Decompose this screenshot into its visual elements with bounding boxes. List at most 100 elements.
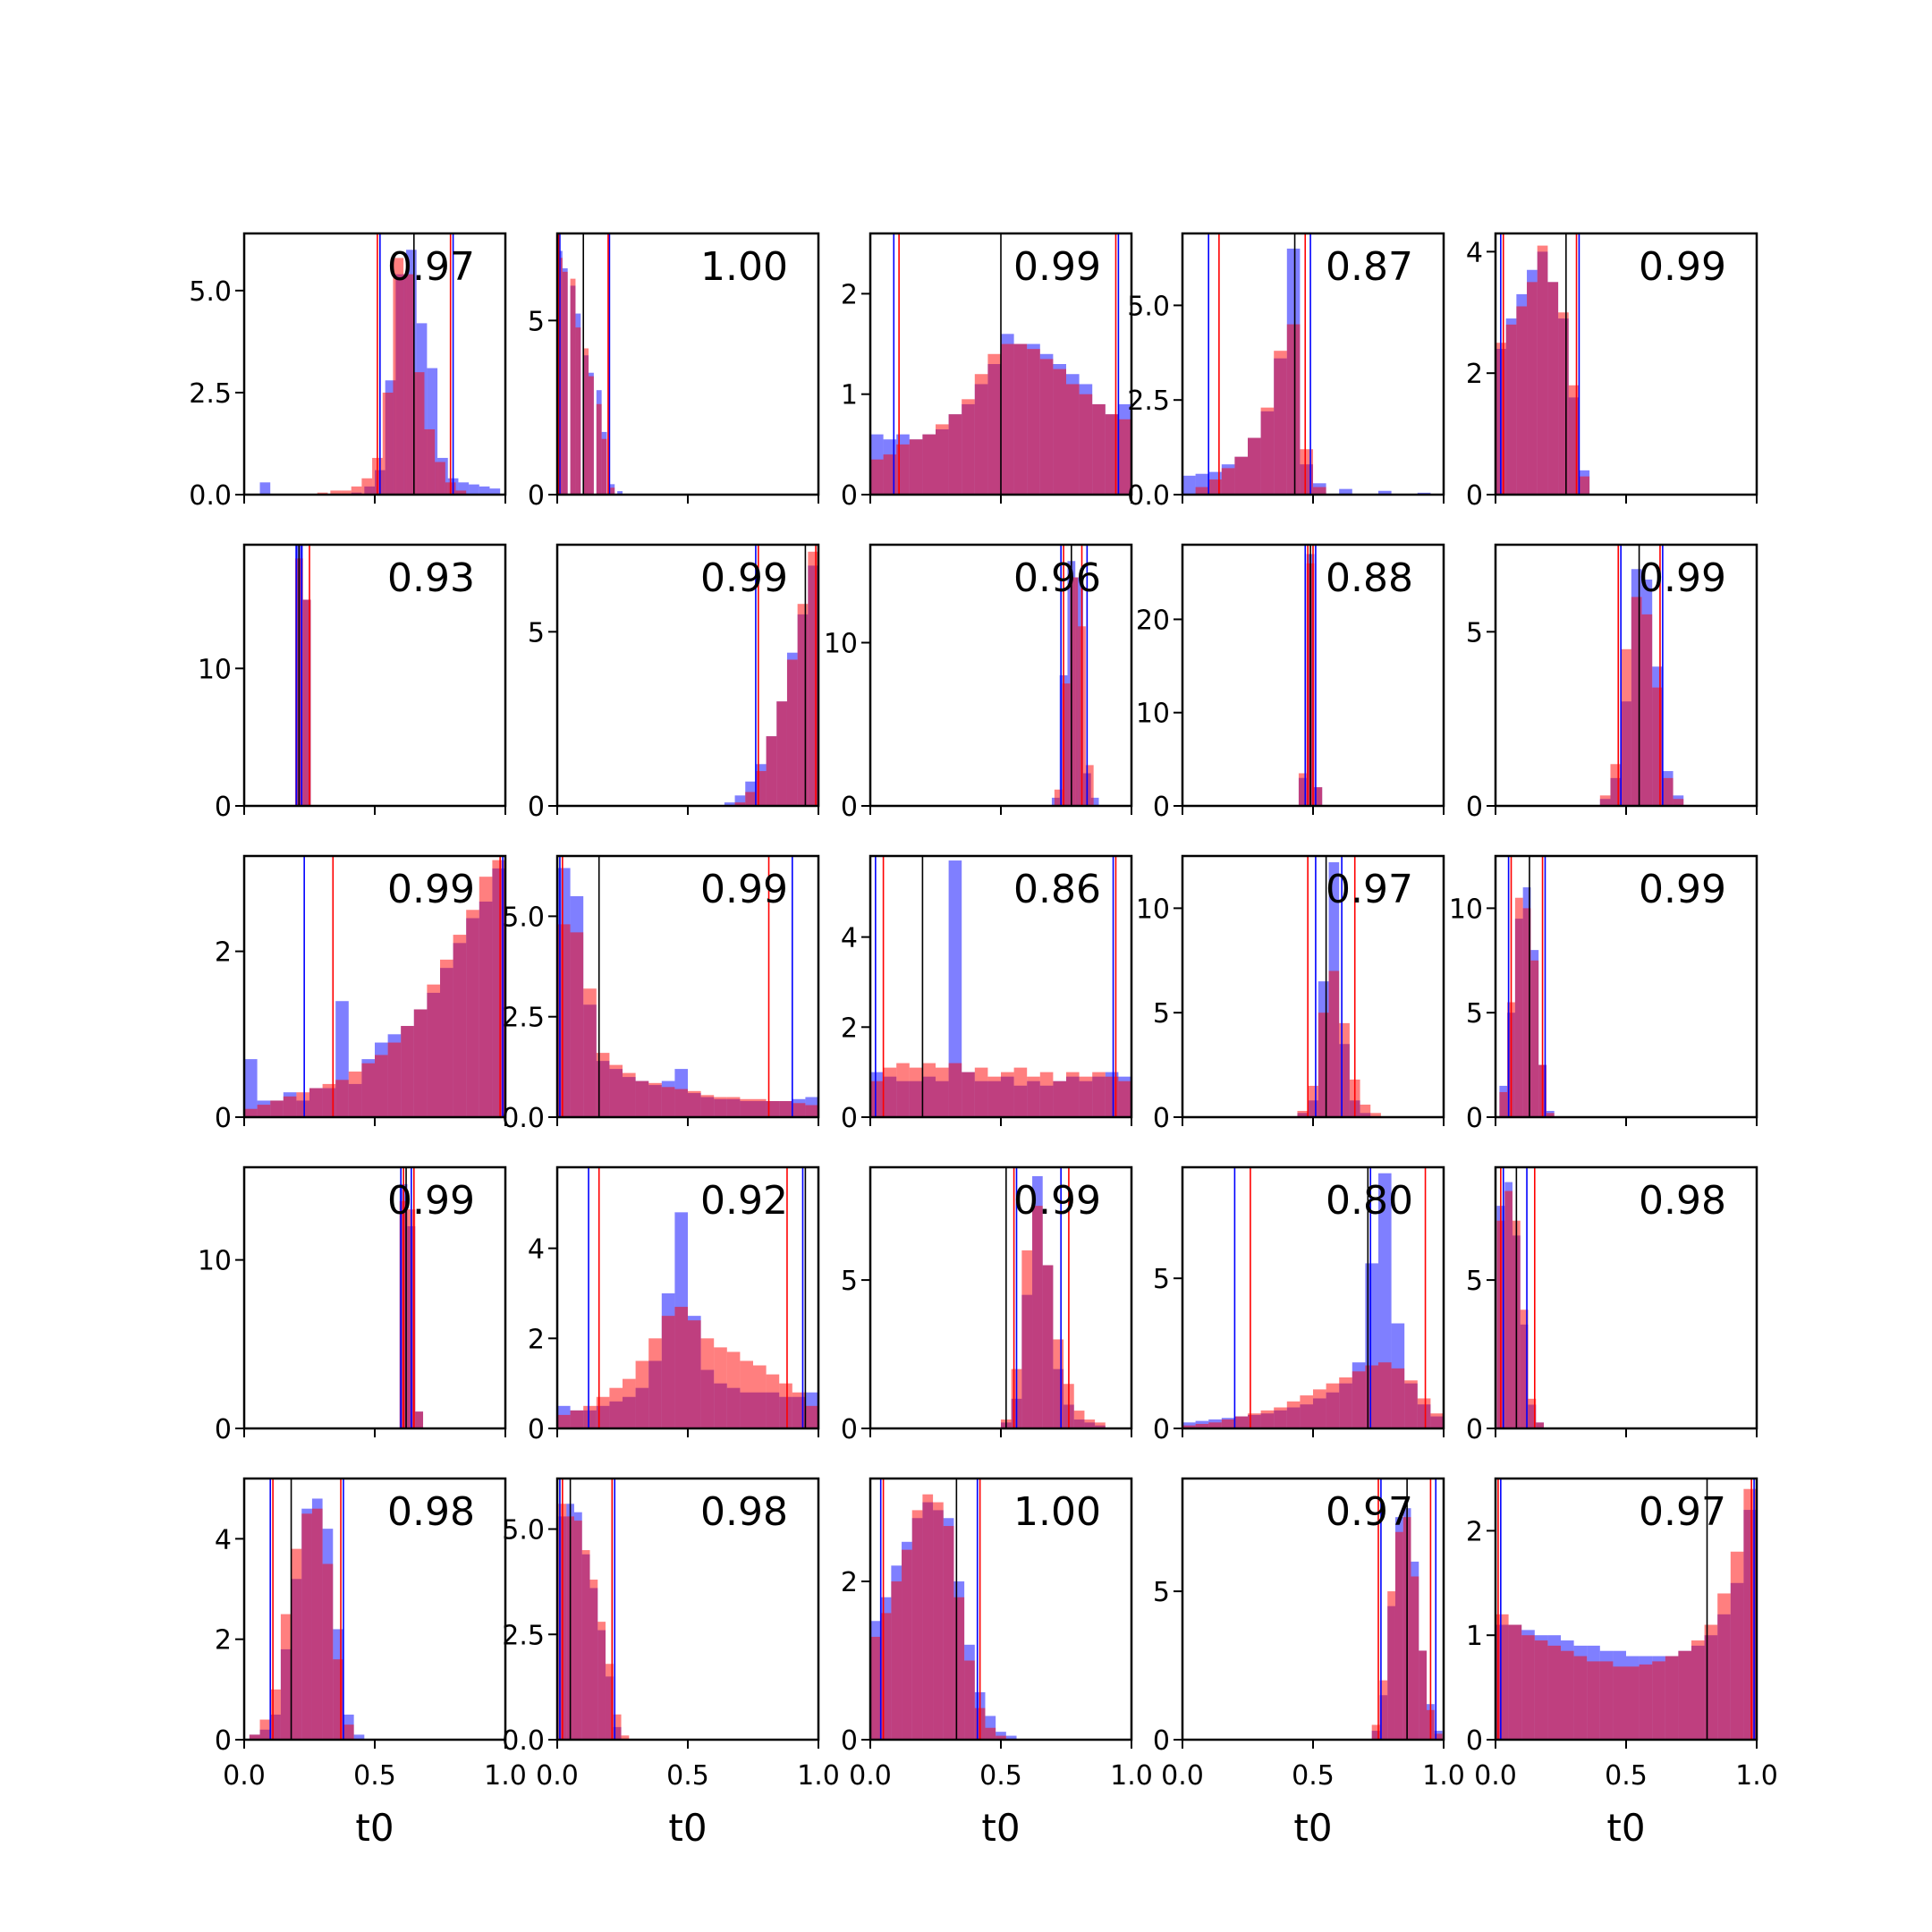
panel-annotation: 0.97 xyxy=(1639,1489,1726,1535)
hist-bar-blue xyxy=(724,802,735,806)
hist-bar-red xyxy=(1404,1380,1418,1428)
y-tick-label: 2 xyxy=(215,1625,232,1657)
hist-bar-red xyxy=(1546,1113,1555,1117)
plot-area xyxy=(870,1479,1017,1740)
hist-bar-red xyxy=(1527,282,1538,495)
panel-r3c3: 0.86 0 2 4 xyxy=(841,854,1133,1134)
hist-bar-red xyxy=(1013,1067,1028,1117)
panel-r5c2: 0.98 0.0 2.5 5.0 0.0 0.5 1.0 t0 xyxy=(502,1477,840,1850)
y-tick-label: 2.5 xyxy=(502,1620,545,1651)
hist-bar-red xyxy=(779,1383,792,1428)
y-tick-label: 0 xyxy=(841,1103,858,1134)
hist-bar-red xyxy=(330,490,342,495)
hist-bar-red xyxy=(1318,1013,1329,1117)
panel-r3c1: 0.99 0 2 xyxy=(215,854,507,1134)
hist-bar-red xyxy=(1587,1661,1600,1740)
hist-bar-red xyxy=(911,1510,923,1740)
hist-bar-red xyxy=(573,1521,582,1740)
hist-bar-red xyxy=(962,399,975,495)
hist-bar-red xyxy=(648,1082,662,1117)
panel-annotation: 0.87 xyxy=(1326,244,1413,290)
x-tick-label: 0.5 xyxy=(979,1760,1022,1792)
hist-bar-red xyxy=(1352,1371,1366,1428)
hist-bar-red xyxy=(1652,687,1663,806)
hist-bar-blue xyxy=(1182,475,1196,495)
hist-bar-red xyxy=(1260,407,1275,495)
hist-bar-blue xyxy=(353,1734,365,1740)
panel-r1c5: 0.99 0 2 4 xyxy=(1466,232,1758,512)
hist-bar-red xyxy=(244,1108,258,1117)
hist-bar-red xyxy=(1641,614,1653,806)
panel-r5c3: 1.00 0 2 0.0 0.5 1.0 t0 xyxy=(841,1477,1153,1850)
plot-area xyxy=(1182,1167,1444,1428)
y-tick-label: 2 xyxy=(841,1567,858,1598)
hist-bar-red xyxy=(1039,1072,1054,1117)
hist-bar-red xyxy=(797,604,809,806)
hist-bar-red xyxy=(283,1096,297,1117)
hist-bar-red xyxy=(688,1320,701,1428)
hist-bar-blue xyxy=(617,491,623,495)
hist-bar-red xyxy=(1547,282,1559,495)
hist-bar-red xyxy=(1286,1401,1301,1428)
hist-bar-blue xyxy=(259,482,271,495)
y-tick-label: 0 xyxy=(215,1725,232,1757)
hist-bar-red xyxy=(964,1660,975,1740)
hist-bar-red xyxy=(1568,385,1580,495)
y-tick-label: 5 xyxy=(528,617,545,648)
hist-bar-red xyxy=(1599,1661,1614,1740)
panel-annotation: 0.99 xyxy=(1639,555,1726,601)
hist-bar-red xyxy=(1360,1104,1371,1117)
hist-bar-red xyxy=(1013,343,1028,495)
hist-bar-red xyxy=(1371,1724,1380,1740)
hist-bar-red xyxy=(779,1101,792,1117)
hist-bar-red xyxy=(943,1526,954,1740)
hist-bar-red xyxy=(883,1067,897,1117)
y-tick-label: 5 xyxy=(1153,1264,1170,1295)
hist-bar-red xyxy=(635,1360,649,1428)
hist-bar-red xyxy=(1599,795,1611,806)
y-tick-label: 2 xyxy=(528,1324,545,1355)
hist-bar-red xyxy=(1430,1413,1444,1428)
y-tick-label: 4 xyxy=(841,923,858,954)
hist-bar-red xyxy=(870,459,884,495)
hist-bar-red xyxy=(1066,384,1080,495)
hist-bar-blue xyxy=(1090,797,1099,806)
y-tick-label: 4 xyxy=(215,1524,232,1555)
y-tick-label: 2.5 xyxy=(1127,386,1170,417)
y-tick-label: 2 xyxy=(841,279,858,310)
panel-annotation: 0.88 xyxy=(1326,555,1413,601)
hist-bar-red xyxy=(375,1055,388,1117)
x-tick-label: 0.5 xyxy=(1605,1760,1648,1792)
hist-bar-red xyxy=(1118,419,1131,495)
plot-area xyxy=(1371,1479,1443,1740)
hist-bar-blue xyxy=(469,484,479,495)
panel-r5c4: 0.97 0 5 0.0 0.5 1.0 t0 xyxy=(1153,1477,1465,1850)
hist-bar-red xyxy=(455,490,467,495)
hist-bar-red xyxy=(1339,1377,1352,1428)
hist-bar-red xyxy=(1084,1419,1096,1428)
plot-area xyxy=(1298,545,1323,806)
y-tick-label: 5.0 xyxy=(189,276,232,308)
hist-bar-red xyxy=(621,1735,630,1740)
hist-bar-red xyxy=(361,1063,375,1117)
y-tick-label: 0.0 xyxy=(502,1103,545,1134)
panel-r2c3: 0.96 0 10 xyxy=(824,543,1133,823)
hist-bar-red xyxy=(808,551,818,806)
panel-r1c1: 0.97 0.0 2.5 5.0 xyxy=(189,232,507,512)
hist-bar-red xyxy=(974,1067,988,1117)
hist-bar-red xyxy=(933,1502,944,1740)
hist-bar-red xyxy=(1032,1206,1043,1428)
hist-bar-red xyxy=(609,1064,623,1117)
y-tick-label: 0 xyxy=(1466,1414,1483,1445)
panel-r4c3: 0.99 0 5 xyxy=(841,1165,1133,1445)
hist-bar-red xyxy=(1313,1389,1326,1428)
hist-bar-red xyxy=(557,1414,571,1428)
hist-bar-red xyxy=(1053,1080,1066,1117)
hist-bar-red xyxy=(1394,1531,1403,1740)
y-tick-label: 0 xyxy=(528,480,545,512)
hist-bar-red xyxy=(1039,359,1054,495)
hist-bar-blue xyxy=(1339,488,1352,495)
hist-bar-red xyxy=(1274,351,1287,495)
hist-bar-red xyxy=(922,434,936,495)
hist-bar-red xyxy=(249,1734,260,1740)
